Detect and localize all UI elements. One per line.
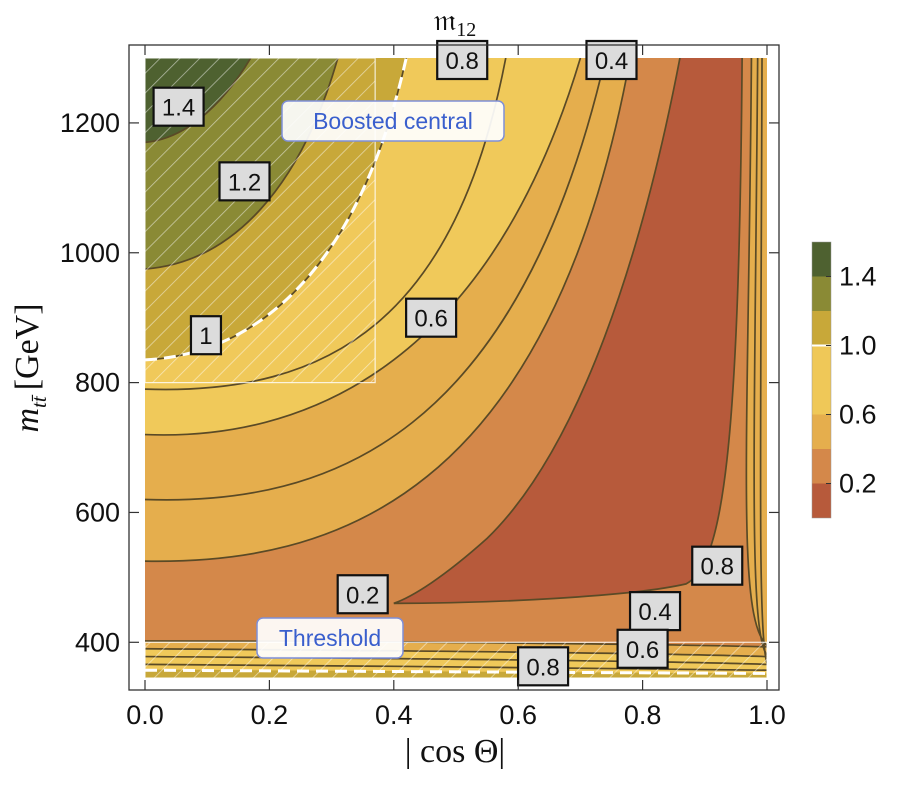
colorbar-band bbox=[812, 414, 831, 449]
y-tick-label: 1000 bbox=[60, 238, 120, 268]
colorbar-band bbox=[812, 276, 831, 311]
contour-label-text: 1.2 bbox=[228, 169, 261, 196]
y-axis-label-unit: [GeV] bbox=[9, 303, 46, 390]
contour-label: 0.4 bbox=[585, 39, 638, 81]
contour-label: 1.2 bbox=[218, 161, 271, 202]
contour-label-box bbox=[436, 39, 489, 81]
y-tick-label: 400 bbox=[75, 627, 120, 657]
contour-label: 1.4 bbox=[152, 86, 205, 127]
colorbar-band bbox=[812, 345, 831, 415]
contour-label-box bbox=[691, 545, 744, 586]
colorbar-band bbox=[812, 242, 831, 277]
contour-label-text: 0.8 bbox=[701, 554, 734, 581]
y-tick-label: 1200 bbox=[60, 108, 120, 138]
y-axis-label: mtt̄ [GeV] bbox=[9, 303, 51, 432]
contour-line-0-6 bbox=[145, 58, 582, 436]
x-tick-label: 0.0 bbox=[126, 700, 164, 730]
contour-label-text: 0.4 bbox=[638, 599, 671, 626]
colorbar-tick-label: 1.4 bbox=[839, 262, 877, 292]
contour-label-text: 0.8 bbox=[526, 654, 559, 681]
y-tick-label: 800 bbox=[75, 368, 120, 398]
contour-line-0-2-right bbox=[393, 58, 681, 605]
x-axis-label: | cos Θ| bbox=[405, 733, 506, 770]
y-tick-label: 600 bbox=[75, 497, 120, 527]
contour-label-box bbox=[405, 297, 458, 338]
contour-label-text: 0.6 bbox=[414, 306, 447, 333]
region-label-box bbox=[281, 100, 505, 142]
region-labels: Boosted central Threshold bbox=[256, 100, 505, 659]
colorbar-band bbox=[812, 311, 831, 346]
contour-label-box bbox=[152, 86, 205, 127]
y-axis-label-main: m bbox=[9, 408, 46, 433]
contour-label: 0.8 bbox=[436, 39, 489, 81]
contour-label-box bbox=[585, 39, 638, 81]
contour-label: 0.8 bbox=[516, 646, 570, 687]
plot-frame bbox=[128, 44, 780, 691]
contour-label: 0.6 bbox=[405, 297, 458, 338]
contour-line-0-6-right bbox=[753, 58, 767, 656]
region-threshold bbox=[145, 641, 767, 678]
contour-label-box bbox=[628, 591, 682, 632]
contour-label-text: 0.8 bbox=[446, 48, 479, 75]
contour-label: 0.6 bbox=[616, 628, 669, 669]
region-label-box bbox=[256, 617, 404, 659]
contour-label-text: 0.4 bbox=[595, 48, 628, 75]
chart-title: 𝔪12 bbox=[434, 4, 477, 41]
plot-area: 1.4 1.2 1 0.6 0.8 0.4 0.2 0.8 0.4 0.6 0.8 Boosted … bbox=[145, 39, 767, 687]
contour-label: 0.8 bbox=[691, 545, 744, 586]
contour-label-text: 0.2 bbox=[346, 582, 379, 609]
colorbar-band bbox=[812, 483, 831, 518]
contour-label-box bbox=[616, 628, 669, 669]
contour-line-0-8 bbox=[145, 58, 507, 391]
contour-label-text: 1 bbox=[199, 323, 212, 350]
region-label-text: Boosted central bbox=[313, 108, 473, 134]
colorbar-band bbox=[812, 449, 831, 484]
contour-label-box bbox=[218, 161, 271, 202]
y-axis-label-sub: tt̄ bbox=[27, 394, 51, 408]
contour-label-box bbox=[189, 315, 223, 356]
x-axis: 0.0 0.2 0.4 0.6 0.8 1.0 bbox=[126, 45, 786, 730]
region-label-threshold: Threshold bbox=[256, 617, 404, 659]
contour-label: 0.4 bbox=[628, 591, 682, 632]
chart-title-main: 𝔪 bbox=[434, 4, 457, 37]
contour-line-0-2 bbox=[145, 58, 631, 563]
y-axis: 400 600 800 1000 1200 bbox=[60, 108, 779, 657]
colorbar-tick-label: 1.0 bbox=[839, 331, 877, 361]
contour-line-0-4-right bbox=[745, 58, 767, 647]
colorbar-frame bbox=[811, 241, 832, 519]
colorbar-tick-label: 0.2 bbox=[839, 469, 877, 499]
band-lt-0-2-region bbox=[393, 58, 743, 604]
x-tick-label: 0.6 bbox=[499, 700, 537, 730]
x-tick-label: 0.4 bbox=[375, 700, 413, 730]
x-tick-label: 1.0 bbox=[748, 700, 786, 730]
contour-label-box bbox=[516, 646, 570, 687]
colorbar-tick-label: 0.6 bbox=[839, 400, 877, 430]
contour-label-text: 0.6 bbox=[626, 637, 659, 664]
region-label-boosted-central: Boosted central bbox=[281, 100, 505, 142]
contour-label-text: 1.4 bbox=[162, 95, 195, 122]
region-label-text: Threshold bbox=[279, 625, 381, 651]
contour-labels: 1.4 1.2 1 0.6 0.8 0.4 0.2 0.8 0.4 0.6 0.8 bbox=[152, 39, 744, 687]
chart-title-subscript: 12 bbox=[456, 19, 476, 41]
contour-label: 0.2 bbox=[336, 574, 389, 615]
contour-label-box bbox=[336, 574, 389, 615]
x-tick-label: 0.8 bbox=[624, 700, 662, 730]
contour-label: 1 bbox=[189, 315, 223, 356]
x-tick-label: 0.2 bbox=[251, 700, 289, 730]
contour-line-0-4 bbox=[145, 58, 607, 501]
colorbar: 0.2 0.6 1.0 1.4 bbox=[811, 241, 877, 519]
